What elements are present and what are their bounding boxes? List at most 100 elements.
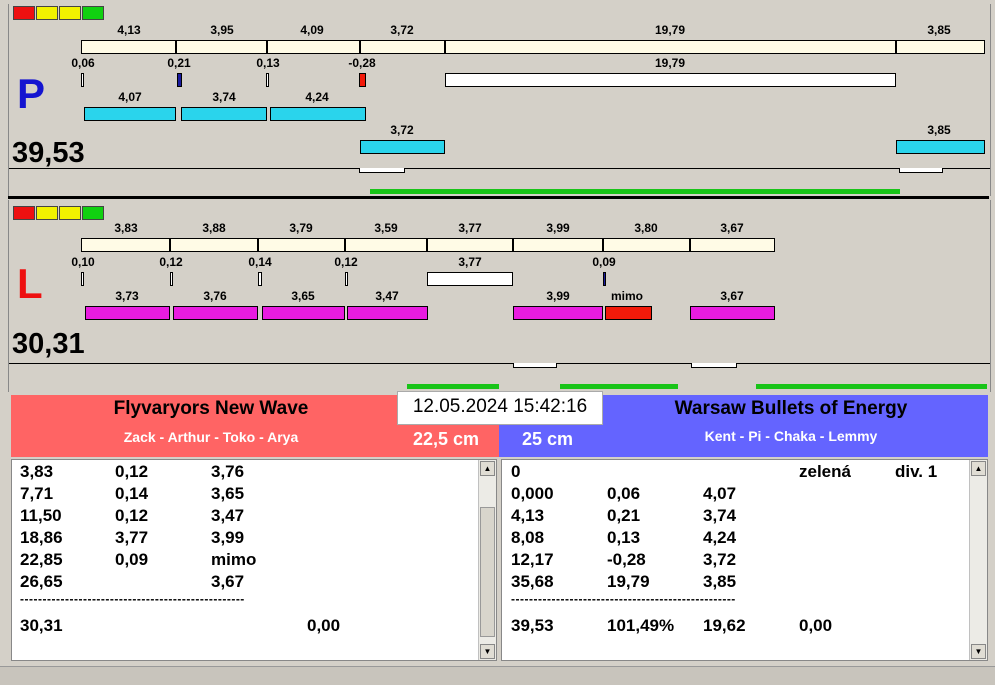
split-bar xyxy=(360,40,445,54)
reaction-bar xyxy=(345,272,348,286)
run-label: 3,76 xyxy=(203,289,227,303)
left-summary-total: 30,31 xyxy=(20,616,63,635)
left-row-cum: 3,83 xyxy=(20,462,54,481)
split-label: 4,13 xyxy=(117,23,141,37)
reaction-label: 0,06 xyxy=(71,56,95,70)
right-row-cum: 12,17 xyxy=(511,550,554,569)
run-bar xyxy=(262,306,345,320)
split-label: 3,79 xyxy=(289,221,313,235)
right-row-react: 19,79 xyxy=(607,572,650,591)
scroll-down-icon[interactable]: ▼ xyxy=(971,644,986,659)
right-results-list[interactable]: 0 zelená div. 1 0,000 0,06 4,07 4,13 0,2… xyxy=(501,459,988,661)
left-summary-penalty: 0,00 xyxy=(307,616,341,635)
split-bar xyxy=(258,238,345,252)
team-left-name: Flyvaryors New Wave xyxy=(113,398,309,419)
right-row-react: 0,13 xyxy=(607,528,641,547)
reaction-bar xyxy=(81,73,84,87)
split-label: 3,67 xyxy=(720,221,744,235)
right-row-react: -0,28 xyxy=(607,550,646,569)
progress-bar xyxy=(370,189,900,194)
reaction-bar xyxy=(266,73,269,87)
run-bar xyxy=(513,306,603,320)
run-label: 3,74 xyxy=(212,90,236,104)
left-results-list[interactable]: 3,83 0,12 3,76 7,71 0,14 3,65 11,50 0,12… xyxy=(11,459,497,661)
split-label: 3,83 xyxy=(114,221,138,235)
left-row-run: 3,65 xyxy=(211,484,245,503)
light-yellow-icon xyxy=(59,6,81,20)
split-bar xyxy=(267,40,360,54)
team-right-name: Warsaw Bullets of Energy xyxy=(674,398,908,419)
lane-l-panel: L 30,31 3,83 3,88 3,79 3,59 3,77 3,99 3,… xyxy=(8,200,991,392)
light-red-icon xyxy=(13,6,35,20)
team-left-members: Zack - Arthur - Toko - Arya xyxy=(123,429,299,445)
run-bar xyxy=(181,107,267,121)
track-marker xyxy=(899,168,943,173)
reaction-label: 0,12 xyxy=(334,255,358,269)
reaction-bar xyxy=(603,272,606,286)
run-bar-fault xyxy=(605,306,652,320)
progress-bar xyxy=(560,384,678,389)
run-label: 3,65 xyxy=(291,289,315,303)
lane-letter: P xyxy=(17,70,46,117)
right-row-react: 0,06 xyxy=(607,484,641,503)
run-label: 3,72 xyxy=(390,123,414,137)
reaction-label: 0,12 xyxy=(159,255,183,269)
team-right-header: 25 cm Warsaw Bullets of Energy Kent - Pi… xyxy=(499,395,988,457)
run-bar xyxy=(347,306,428,320)
track-line xyxy=(9,363,990,364)
scroll-thumb[interactable] xyxy=(480,507,495,637)
reaction-label: 0,10 xyxy=(71,255,95,269)
run-label: 3,73 xyxy=(115,289,139,303)
run-bar xyxy=(173,306,258,320)
light-yellow-icon xyxy=(36,206,58,220)
right-row-cum: 4,13 xyxy=(511,506,545,525)
right-row-cum: 35,68 xyxy=(511,572,554,591)
reaction-label: 3,77 xyxy=(458,255,482,269)
left-row-react: 0,12 xyxy=(115,506,149,525)
split-bar xyxy=(513,238,603,252)
left-row-run: 3,76 xyxy=(211,462,245,481)
split-label: 3,72 xyxy=(390,23,414,37)
reaction-label: 0,09 xyxy=(592,255,616,269)
right-row-run: 3,85 xyxy=(703,572,737,591)
right-row-run: 3,74 xyxy=(703,506,737,525)
left-row-cum: 7,71 xyxy=(20,484,54,503)
lane-total: 39,53 xyxy=(12,137,85,169)
split-label: 3,59 xyxy=(374,221,398,235)
light-yellow-icon xyxy=(36,6,58,20)
lane-total: 30,31 xyxy=(12,328,85,360)
scroll-up-icon[interactable]: ▲ xyxy=(971,461,986,476)
light-green-icon xyxy=(82,6,104,20)
run-bar xyxy=(270,107,366,121)
split-bar xyxy=(690,238,775,252)
right-summary-total: 39,53 xyxy=(511,616,554,635)
left-row-run: mimo xyxy=(211,550,257,569)
scroll-down-icon[interactable]: ▼ xyxy=(480,644,495,659)
left-scrollbar[interactable]: ▲ ▼ xyxy=(478,460,496,660)
right-summary-penalty: 0,00 xyxy=(799,616,833,635)
run-bar xyxy=(360,140,445,154)
run-bar xyxy=(896,140,985,154)
run-label: 3,67 xyxy=(720,289,744,303)
left-row-react: 0,09 xyxy=(115,550,149,569)
right-summary-avg: 19,62 xyxy=(703,616,746,635)
reaction-label: 0,21 xyxy=(167,56,191,70)
right-scrollbar[interactable]: ▲ ▼ xyxy=(969,460,987,660)
scroll-up-icon[interactable]: ▲ xyxy=(480,461,495,476)
left-row-react: 0,12 xyxy=(115,462,149,481)
split-label: 3,85 xyxy=(927,23,951,37)
split-bar xyxy=(170,238,258,252)
run-label: 3,85 xyxy=(927,123,951,137)
split-label: 4,09 xyxy=(300,23,324,37)
right-row-run: 3,72 xyxy=(703,550,737,569)
run-bar xyxy=(85,306,170,320)
team-right-members: Kent - Pi - Chaka - Lemmy xyxy=(704,428,878,444)
split-bar xyxy=(445,40,896,54)
left-row-react: 3,77 xyxy=(115,528,149,547)
traffic-light xyxy=(13,206,105,222)
reaction-bar xyxy=(258,272,262,286)
run-bar xyxy=(690,306,775,320)
split-bar xyxy=(81,40,176,54)
right-summary-percent: 101,49% xyxy=(607,616,675,635)
right-row-run: 4,24 xyxy=(703,528,737,547)
